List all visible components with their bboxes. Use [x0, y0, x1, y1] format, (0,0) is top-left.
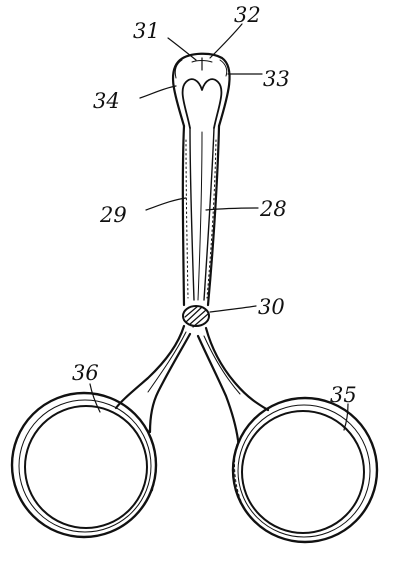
pivot-screw [183, 306, 209, 327]
instrument-shaft [183, 126, 219, 305]
label-33: 33 [263, 67, 290, 91]
label-36: 36 [72, 361, 99, 385]
label-28: 28 [259, 197, 287, 221]
label-32: 32 [234, 3, 261, 27]
left-handle [12, 326, 190, 537]
label-30: 30 [258, 295, 285, 319]
label-34: 34 [93, 89, 120, 113]
label-31: 31 [133, 19, 160, 43]
label-29: 29 [99, 203, 127, 227]
right-handle [198, 328, 377, 542]
instrument-head [173, 54, 230, 128]
reference-numerals: 31 32 33 34 29 28 30 36 35 [72, 3, 357, 407]
leader-lines [90, 24, 348, 430]
label-35: 35 [330, 383, 357, 407]
